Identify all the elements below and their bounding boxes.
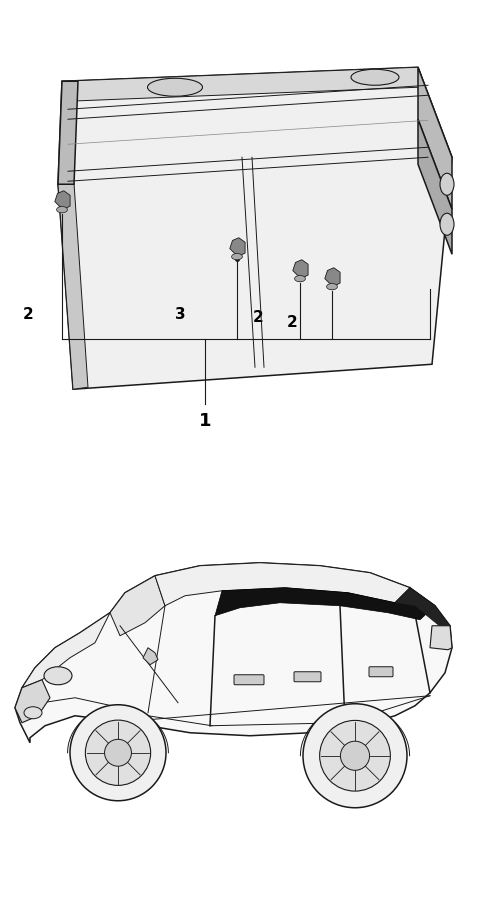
Polygon shape (15, 562, 452, 743)
Polygon shape (230, 238, 245, 256)
Circle shape (340, 741, 370, 771)
Polygon shape (418, 67, 452, 209)
Polygon shape (58, 82, 78, 184)
Ellipse shape (44, 666, 72, 684)
FancyBboxPatch shape (234, 675, 264, 684)
Circle shape (320, 720, 390, 791)
Polygon shape (325, 267, 340, 286)
Polygon shape (22, 613, 110, 688)
Ellipse shape (440, 173, 454, 196)
Circle shape (303, 704, 407, 808)
Ellipse shape (326, 283, 337, 290)
Polygon shape (110, 576, 165, 636)
Ellipse shape (295, 275, 305, 282)
Ellipse shape (231, 254, 242, 260)
Ellipse shape (24, 707, 42, 718)
Polygon shape (418, 119, 452, 254)
Text: 1: 1 (199, 413, 211, 431)
Circle shape (70, 705, 166, 801)
Polygon shape (293, 260, 308, 278)
Polygon shape (155, 562, 410, 605)
Text: 2: 2 (252, 309, 264, 325)
FancyBboxPatch shape (369, 666, 393, 676)
Circle shape (105, 739, 132, 766)
Text: 2: 2 (287, 315, 298, 330)
Circle shape (85, 720, 151, 786)
Text: 2: 2 (23, 307, 34, 322)
FancyBboxPatch shape (294, 672, 321, 682)
Polygon shape (143, 648, 158, 665)
Polygon shape (55, 191, 70, 209)
Polygon shape (15, 680, 50, 723)
Ellipse shape (147, 78, 203, 96)
Ellipse shape (57, 206, 67, 213)
Ellipse shape (440, 213, 454, 235)
Ellipse shape (351, 69, 399, 85)
Polygon shape (58, 183, 88, 389)
Text: 3: 3 (175, 307, 185, 322)
Polygon shape (62, 67, 452, 157)
Polygon shape (58, 67, 452, 389)
Polygon shape (430, 626, 452, 649)
Polygon shape (395, 588, 450, 632)
Polygon shape (215, 588, 435, 620)
